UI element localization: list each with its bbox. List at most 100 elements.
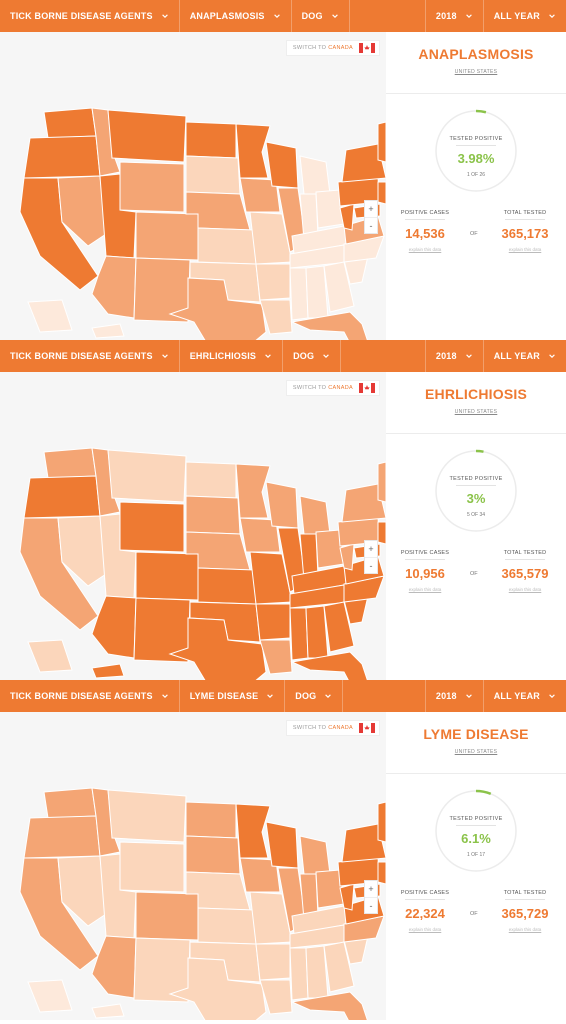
state-ia[interactable]: [239, 177, 281, 213]
state-tx[interactable]: [168, 277, 267, 340]
state-la[interactable]: [259, 639, 293, 675]
year-dropdown[interactable]: 2018: [424, 340, 483, 372]
state-hi[interactable]: [91, 323, 125, 339]
state-ms[interactable]: [289, 607, 309, 661]
zoom-in-button[interactable]: +: [368, 204, 374, 214]
state-nd[interactable]: [185, 121, 237, 159]
state-ms[interactable]: [289, 947, 309, 1001]
species-dropdown[interactable]: DOG: [292, 0, 350, 32]
state-nd[interactable]: [185, 461, 237, 499]
explain-link[interactable]: explain this data: [508, 927, 542, 932]
switch-country-button[interactable]: SWITCH TO CANADA: [285, 40, 380, 56]
state-az[interactable]: [91, 595, 137, 659]
state-la[interactable]: [259, 979, 293, 1015]
explain-link[interactable]: explain this data: [408, 927, 442, 932]
state-la[interactable]: [259, 299, 293, 335]
us-choropleth-map[interactable]: [0, 712, 386, 1020]
state-nj[interactable]: [377, 181, 386, 205]
state-mn[interactable]: [235, 123, 271, 179]
zoom-in-button[interactable]: +: [368, 544, 374, 554]
state-mn[interactable]: [235, 463, 271, 519]
zoom-out-button[interactable]: -: [365, 557, 377, 573]
state-wa[interactable]: [43, 787, 97, 819]
state-nm[interactable]: [133, 257, 191, 323]
state-ia[interactable]: [239, 857, 281, 893]
period-dropdown[interactable]: ALL YEAR: [482, 680, 566, 712]
state-or[interactable]: [23, 475, 101, 519]
state-ne6[interactable]: [377, 121, 386, 163]
state-sd[interactable]: [185, 835, 241, 875]
state-wy[interactable]: [119, 841, 185, 893]
state-or[interactable]: [23, 815, 101, 859]
state-nj[interactable]: [377, 521, 386, 545]
state-ga[interactable]: [323, 261, 355, 313]
state-mt[interactable]: [107, 789, 187, 843]
category-dropdown[interactable]: TICK BORNE DISEASE AGENTS: [0, 0, 180, 32]
state-mt[interactable]: [107, 449, 187, 503]
species-dropdown[interactable]: DOG: [283, 340, 342, 372]
state-ks[interactable]: [197, 567, 257, 605]
state-mt[interactable]: [107, 109, 187, 163]
state-ar[interactable]: [255, 603, 291, 641]
zoom-in-button[interactable]: +: [368, 884, 374, 894]
us-choropleth-map[interactable]: [0, 372, 386, 680]
state-tx[interactable]: [168, 617, 267, 680]
state-mi[interactable]: [299, 835, 331, 875]
state-ak[interactable]: [27, 299, 73, 333]
map-area[interactable]: SWITCH TO CANADA + -: [0, 32, 386, 340]
state-ne6[interactable]: [377, 801, 386, 843]
state-ny[interactable]: [341, 823, 386, 863]
state-ar[interactable]: [255, 263, 291, 301]
state-nj[interactable]: [377, 861, 386, 885]
state-sd[interactable]: [185, 155, 241, 195]
state-mn[interactable]: [235, 803, 271, 859]
state-mi[interactable]: [299, 155, 331, 195]
state-hi[interactable]: [91, 663, 125, 679]
period-dropdown[interactable]: ALL YEAR: [482, 340, 566, 372]
state-or[interactable]: [23, 135, 101, 179]
state-fl[interactable]: [290, 991, 372, 1020]
state-fl[interactable]: [290, 311, 372, 340]
state-ks[interactable]: [197, 907, 257, 945]
state-co[interactable]: [135, 891, 199, 941]
state-az[interactable]: [91, 255, 137, 319]
explain-link[interactable]: explain this data: [408, 587, 442, 592]
state-wy[interactable]: [119, 161, 185, 213]
state-mi[interactable]: [299, 495, 331, 535]
state-ak[interactable]: [27, 639, 73, 673]
state-ga[interactable]: [323, 941, 355, 993]
year-dropdown[interactable]: 2018: [424, 680, 483, 712]
state-hi[interactable]: [91, 1003, 125, 1019]
country-label[interactable]: UNITED STATES: [454, 69, 498, 75]
category-dropdown[interactable]: TICK BORNE DISEASE AGENTS: [0, 680, 180, 712]
state-ne6[interactable]: [377, 461, 386, 503]
country-label[interactable]: UNITED STATES: [454, 409, 498, 415]
explain-link[interactable]: explain this data: [508, 247, 542, 252]
explain-link[interactable]: explain this data: [408, 247, 442, 252]
state-ny[interactable]: [341, 143, 386, 183]
state-nv[interactable]: [57, 855, 107, 927]
explain-link[interactable]: explain this data: [508, 587, 542, 592]
state-nv[interactable]: [57, 515, 107, 587]
state-ms[interactable]: [289, 267, 309, 321]
map-area[interactable]: SWITCH TO CANADA + -: [0, 372, 386, 680]
state-tx[interactable]: [168, 957, 267, 1020]
us-choropleth-map[interactable]: [0, 32, 386, 340]
disease-dropdown[interactable]: LYME DISEASE: [180, 680, 286, 712]
state-co[interactable]: [135, 551, 199, 601]
period-dropdown[interactable]: ALL YEAR: [482, 0, 566, 32]
state-ny[interactable]: [341, 483, 386, 523]
state-ak[interactable]: [27, 979, 73, 1013]
state-ar[interactable]: [255, 943, 291, 981]
state-ks[interactable]: [197, 227, 257, 265]
switch-country-button[interactable]: SWITCH TO CANADA: [285, 720, 380, 736]
category-dropdown[interactable]: TICK BORNE DISEASE AGENTS: [0, 340, 180, 372]
state-az[interactable]: [91, 935, 137, 999]
country-label[interactable]: UNITED STATES: [454, 749, 498, 755]
state-ga[interactable]: [323, 601, 355, 653]
zoom-out-button[interactable]: -: [365, 217, 377, 233]
state-fl[interactable]: [290, 651, 372, 680]
state-nd[interactable]: [185, 801, 237, 839]
state-ia[interactable]: [239, 517, 281, 553]
disease-dropdown[interactable]: ANAPLASMOSIS: [180, 0, 292, 32]
